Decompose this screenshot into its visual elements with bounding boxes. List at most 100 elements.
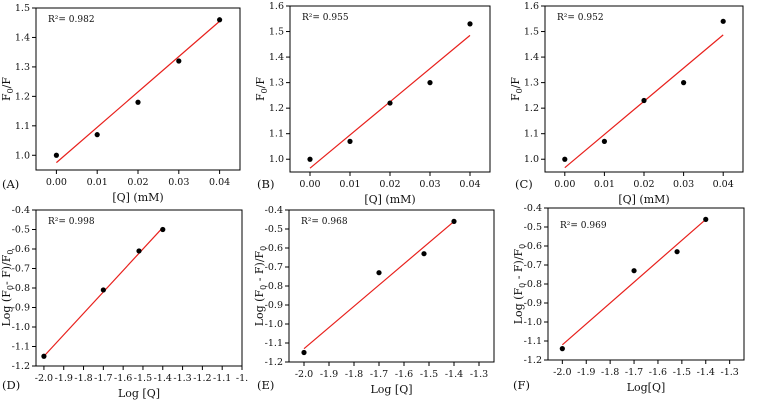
y-tick-label: -0.7 (265, 262, 283, 273)
y-tick-label: -0.9 (265, 300, 283, 311)
y-axis-label-part: 0 (515, 88, 524, 93)
x-axis-label: Log [Q] (370, 383, 412, 396)
y-axis-label-part: 0 (259, 285, 268, 290)
data-point (562, 156, 568, 162)
y-axis-label-part: F (509, 93, 522, 101)
data-point (94, 132, 100, 138)
x-tick-label: 0.04 (459, 179, 480, 190)
x-tick-label: -1.8 (601, 367, 619, 378)
y-tick-label: -0.8 (524, 279, 542, 290)
data-point (641, 97, 647, 104)
y-axis-label-part: - F)/F (253, 250, 266, 284)
x-tick-label: -2.0 (553, 367, 571, 378)
y-tick-label: 1.4 (269, 52, 284, 63)
data-point (601, 138, 608, 144)
y-axis-label-part: - F)/F (0, 254, 13, 285)
x-axis-label: Log[Q] (627, 381, 666, 394)
x-axis-label-part: Log [Q] (370, 383, 412, 396)
y-tick-label: 1.5 (524, 27, 539, 38)
x-tick-label: -1.4 (445, 369, 463, 380)
x-tick-label: 0.04 (713, 179, 734, 190)
data-point (720, 18, 726, 24)
y-tick-label: 1.2 (15, 91, 30, 102)
panel-label: (D) (2, 378, 20, 392)
panel-label: (E) (257, 378, 274, 392)
x-tick-label: -1.2 (193, 373, 211, 384)
plot-frame (288, 209, 495, 363)
r-squared-label: R²= 0.952 (557, 13, 604, 23)
x-tick-label: -2.0 (295, 369, 313, 380)
y-tick-label: -0.4 (265, 205, 283, 216)
panel-e: -2.0 -1.9 -1.8 -1.7 -1.6 -1.5 -1.4 -1.3 -1.2 -1.1… (253, 205, 495, 396)
x-axis-label: Log [Q] (118, 387, 160, 400)
plot-frame (289, 5, 491, 173)
y-axis-label-part: 0 (6, 88, 15, 93)
y-axis-label: F0/F (509, 77, 524, 101)
y-tick-label: -1.2 (265, 357, 283, 368)
x-tick-label: 0.01 (339, 179, 360, 190)
fit-line (56, 20, 220, 164)
x-tick-label: -1.9 (320, 369, 338, 380)
x-tick-label: -1.5 (673, 367, 691, 378)
plot-frame (35, 7, 241, 171)
plot-frame (35, 209, 243, 367)
fit-line (303, 220, 455, 350)
x-tick-label: 0.01 (594, 179, 615, 190)
data-point (41, 353, 47, 359)
data-point (427, 80, 433, 86)
y-axis-label-part: F (254, 93, 267, 101)
x-tick-label: 0.03 (673, 179, 694, 190)
panel-a: 0.00 0.01 0.02 0.03 0.04 1.0 1.1 1.2 1.3 1.4 1.5 [Q… (0, 3, 241, 204)
data-point (451, 218, 457, 224)
x-axis-label: [Q] (mM) (618, 193, 669, 206)
x-axis-label-part: [Q] (mM) (618, 193, 669, 206)
y-tick-label: -0.4 (12, 205, 30, 216)
x-tick-label: -1.6 (395, 369, 413, 380)
x-axis-label-part: Log[Q] (627, 381, 666, 394)
y-axis-label: Log (F0- F)/F0 (0, 249, 15, 326)
y-axis-label-part: /F (254, 77, 267, 89)
y-axis-label: F0/F (254, 77, 269, 101)
x-tick-label: -1.6 (649, 367, 667, 378)
y-axis-label-part: F (0, 93, 13, 101)
y-tick-label: -0.8 (265, 281, 283, 292)
y-axis-label: F0/F (0, 77, 15, 101)
data-point (421, 251, 427, 257)
data-point (347, 138, 353, 144)
x-tick-label: -1.9 (577, 367, 595, 378)
y-tick-label: -1.0 (12, 322, 30, 333)
x-axis-label: [Q] (mM) (364, 193, 415, 206)
x-axis-label: [Q] (mM) (112, 191, 163, 204)
y-tick-label: -1.2 (12, 361, 30, 372)
y-tick-label: 1.3 (524, 78, 539, 89)
x-tick-label: -1.3 (720, 367, 738, 378)
y-axis-label-part: Log (F (0, 290, 13, 327)
plot-frame (544, 5, 744, 173)
x-tick-label: -1.7 (625, 367, 643, 378)
y-tick-label: -0.8 (12, 283, 30, 294)
data-point (387, 100, 393, 106)
y-axis-label-part: 0 (518, 283, 527, 288)
x-tick-label: -1. (236, 373, 248, 384)
y-tick-label: 1.0 (15, 150, 30, 161)
y-axis-label-part: Log (F (253, 290, 266, 327)
y-axis-label: Log (F0 - F)/F0 (512, 244, 527, 325)
data-point (703, 216, 709, 222)
y-tick-label: -0.7 (524, 260, 542, 271)
y-axis-label-part: Log (F (512, 288, 525, 325)
x-axis-label-part: [Q] (mM) (364, 193, 415, 206)
y-tick-label: 1.5 (269, 27, 284, 38)
y-axis-label-part: 0 (518, 244, 527, 249)
data-point (307, 156, 313, 162)
r-squared-label: R²= 0.968 (301, 217, 348, 227)
y-tick-label: 1.5 (15, 3, 30, 14)
panel-d: -2.0 -1.9 -1.8 -1.7 -1.6 -1.5 -1.4 -1.3 -1.2 -1.1… (0, 205, 248, 400)
x-tick-label: 0.02 (379, 179, 400, 190)
y-tick-label: 1.1 (524, 129, 539, 140)
y-tick-label: -0.5 (12, 225, 30, 236)
x-tick-label: -1.8 (74, 373, 92, 384)
y-axis-label-part: 0 (259, 246, 268, 251)
y-tick-label: 1.6 (524, 1, 539, 12)
data-point (176, 58, 182, 64)
